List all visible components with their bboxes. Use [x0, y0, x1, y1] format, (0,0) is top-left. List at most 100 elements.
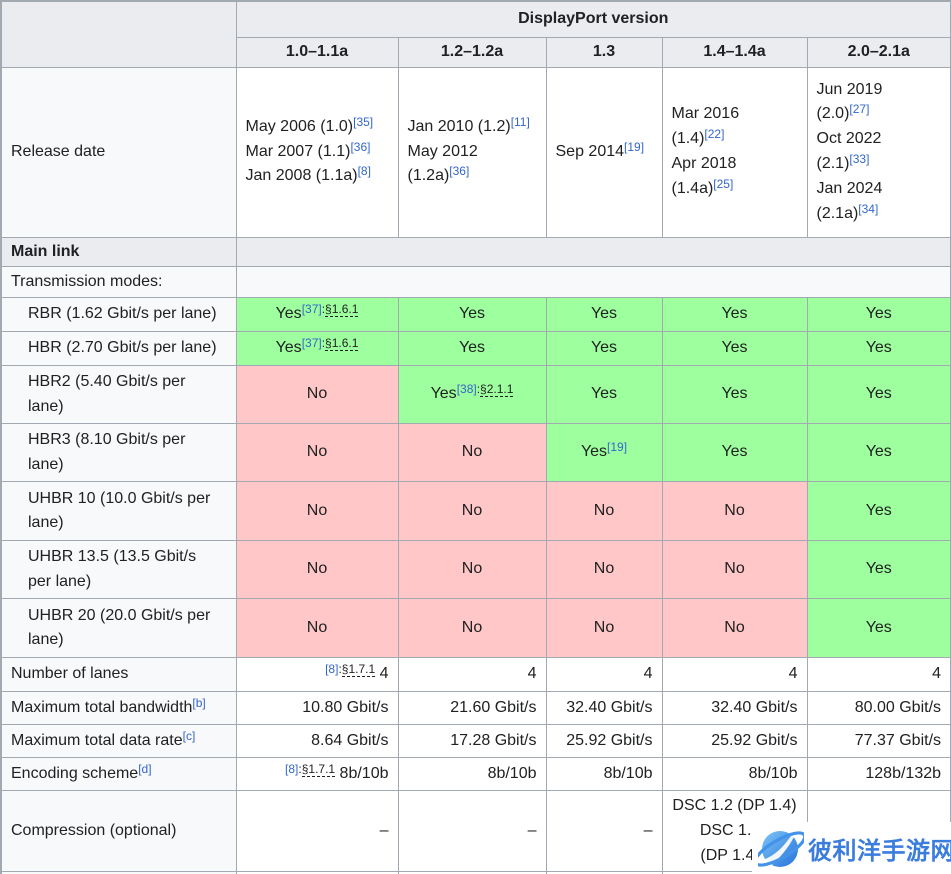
no-cell: No — [235, 365, 399, 425]
superscript-text: : — [338, 662, 342, 677]
version-column-header: 1.0–1.1a — [235, 36, 399, 68]
superscript-text: : — [321, 336, 326, 351]
section-reference: §2.1.1 — [480, 382, 514, 398]
data-cell: 32.40 Gbit/s — [661, 691, 808, 726]
yes-cell: Yes — [806, 540, 951, 600]
reference-link[interactable]: [37] — [301, 302, 322, 317]
data-cell: 4 — [545, 657, 663, 693]
row-label: Compression (optional) — [0, 790, 237, 873]
row-label: Main link — [0, 236, 237, 268]
row-uhbr-20: UHBR 20 (20.0 Gbit/s per lane) No No No No Yes — [0, 598, 951, 659]
row-uhbr-13-5: UHBR 13.5 (13.5 Gbit/s per lane) No No No No Y… — [0, 540, 951, 600]
reference-link[interactable]: [8] — [357, 164, 371, 179]
data-cell: 4 — [397, 657, 547, 693]
yes-cell: Yes — [806, 365, 951, 425]
version-column-header: 1.3 — [545, 36, 663, 68]
row-label: HBR2 (5.40 Gbit/s per lane) — [0, 365, 237, 425]
yes-cell: Yes — [661, 423, 808, 483]
data-cell: Jan 2010 (1.2)[11] May 2012 (1.2a)[36] — [397, 66, 547, 238]
data-cell: 21.60 Gbit/s — [397, 691, 547, 726]
row-max-total-bandwidth: Maximum total bandwidth[b] 10.80 Gbit/s 21… — [0, 691, 951, 726]
data-cell: Sep 2014[19] — [545, 66, 663, 238]
section-span-cell — [235, 236, 951, 268]
data-cell: Mar 2016 (1.4)[22] Apr 2018 (1.4a)[25] — [661, 66, 808, 238]
yes-cell: Yes — [545, 297, 663, 333]
yes-cell: Yes — [661, 365, 808, 425]
row-label: Release date — [0, 66, 237, 238]
reference-link[interactable]: [37] — [301, 336, 322, 351]
reference-link[interactable]: [33] — [849, 151, 870, 166]
row-label: RBR (1.62 Gbit/s per lane) — [0, 297, 237, 333]
reference-link[interactable]: [11] — [510, 114, 530, 129]
no-cell: No — [235, 598, 399, 659]
row-label: Maximum total data rate[c] — [0, 724, 237, 759]
header-title-row: DisplayPort version — [0, 0, 951, 68]
planet-logo-icon — [758, 827, 804, 867]
table-body: Release date May 2006 (1.0)[35] Mar 2007 (… — [0, 66, 951, 874]
row-hbr: HBR (2.70 Gbit/s per lane) Yes[37]:§1.6.1… — [0, 331, 951, 367]
data-cell: [8]:§1.7.1 4 — [235, 657, 399, 693]
no-cell: No — [397, 540, 547, 600]
data-cell: 4 — [806, 657, 951, 693]
no-cell: No — [545, 540, 663, 600]
corner-cell — [0, 0, 237, 68]
reference-link[interactable]: [19] — [607, 440, 628, 455]
row-release-date: Release date May 2006 (1.0)[35] Mar 2007 (… — [0, 66, 951, 238]
yes-cell: Yes — [397, 297, 547, 333]
reference-link[interactable]: [36] — [449, 164, 470, 179]
yes-cell: Yes — [806, 297, 951, 333]
data-cell: 128b/132b — [806, 757, 951, 792]
row-label: UHBR 13.5 (13.5 Gbit/s per lane) — [0, 540, 237, 600]
yes-cell: Yes — [806, 423, 951, 483]
subheader-span-cell — [235, 266, 951, 299]
reference-link[interactable]: [38] — [456, 382, 477, 397]
data-cell: 25.92 Gbit/s — [545, 724, 663, 759]
no-cell: No — [661, 598, 808, 659]
reference-link[interactable]: [c] — [182, 728, 196, 743]
reference-link[interactable]: [27] — [849, 102, 870, 117]
table-head: DisplayPort version 1.0–1.1a 1.2–1.2a 1.3 1… — [0, 0, 951, 68]
reference-link[interactable]: [34] — [858, 201, 879, 216]
data-cell: 8b/10b — [661, 757, 808, 792]
reference-link[interactable]: [8] — [285, 761, 299, 776]
row-rbr: RBR (1.62 Gbit/s per lane) Yes[37]:§1.6.1… — [0, 297, 951, 333]
reference-link[interactable]: [36] — [350, 139, 371, 154]
no-cell: No — [545, 481, 663, 542]
header-versions-row: 1.0–1.1a 1.2–1.2a 1.3 1.4–1.4a 2.0–2.1a — [1, 36, 951, 68]
no-cell: No — [661, 540, 808, 600]
yes-cell: Yes — [545, 331, 663, 367]
reference-link[interactable]: [22] — [704, 127, 725, 142]
yes-cell: Yes[37]:§1.6.1 — [235, 297, 399, 333]
row-encoding-scheme: Encoding scheme[d] [8]:§1.7.1 8b/10b 8b/10… — [0, 757, 951, 792]
table-title: DisplayPort version — [235, 0, 951, 38]
row-label: UHBR 20 (20.0 Gbit/s per lane) — [0, 598, 237, 659]
data-cell: Jun 2019 (2.0)[27] Oct 2022 (2.1)[33] Jan 20… — [806, 66, 951, 238]
row-label: UHBR 10 (10.0 Gbit/s per lane) — [0, 481, 237, 542]
data-cell: 77.37 Gbit/s — [806, 724, 951, 759]
data-cell: – — [545, 790, 663, 873]
data-cell: 10.80 Gbit/s — [235, 691, 399, 726]
row-label: Encoding scheme[d] — [0, 757, 237, 792]
data-cell: [8]:§1.7.1 8b/10b — [235, 757, 399, 792]
version-column-header: 1.4–1.4a — [661, 36, 808, 68]
data-cell: 8b/10b — [545, 757, 663, 792]
reference-link[interactable]: [35] — [353, 114, 374, 129]
row-max-total-data-rate: Maximum total data rate[c] 8.64 Gbit/s 17.… — [0, 724, 951, 759]
section-reference: §1.6.1 — [325, 336, 359, 352]
reference-link[interactable]: [19] — [624, 139, 645, 154]
data-cell: 8b/10b — [397, 757, 547, 792]
reference-link[interactable]: [d] — [138, 761, 152, 776]
yes-cell: Yes — [661, 331, 808, 367]
data-cell: 25.92 Gbit/s — [661, 724, 808, 759]
data-cell: – — [397, 790, 547, 873]
superscript-text: : — [298, 761, 302, 776]
reference-link[interactable]: [25] — [713, 176, 734, 191]
reference-link[interactable]: [8] — [325, 662, 339, 677]
version-column-header: 1.2–1.2a — [397, 36, 547, 68]
reference-link[interactable]: [b] — [192, 695, 206, 710]
yes-cell: Yes[37]:§1.6.1 — [235, 331, 399, 367]
yes-cell: Yes[38]:§2.1.1 — [397, 365, 547, 425]
